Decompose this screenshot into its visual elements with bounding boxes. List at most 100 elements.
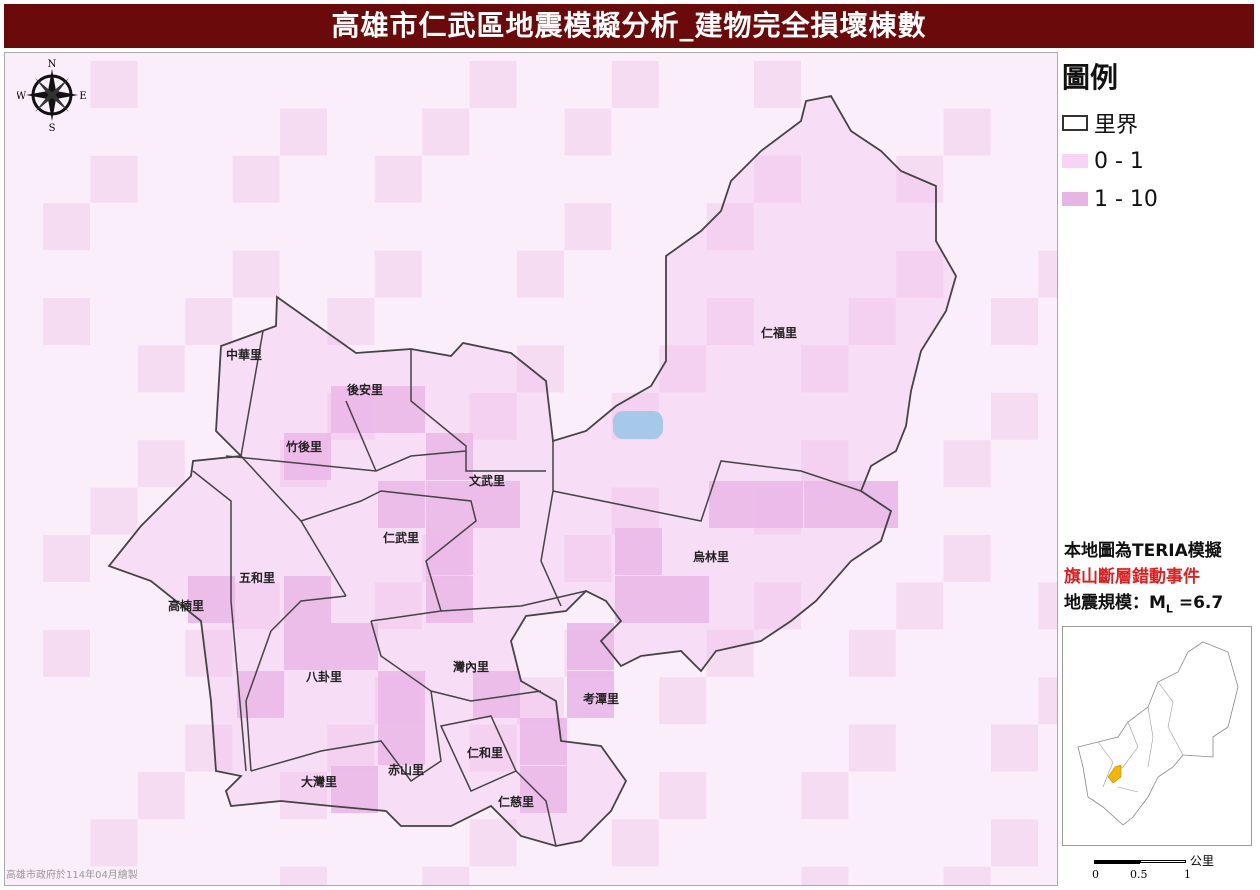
grid-cell-low: [754, 155, 801, 203]
grid-cell-low: [232, 155, 280, 203]
village-label: 後安里: [347, 382, 383, 397]
grid-cell-high: [378, 386, 425, 433]
map-canvas[interactable]: 中華里 後安里 竹後里 文武里 仁武里 五和里 高楠里 八卦里 灣內里 考潭里 赤山里 仁和里 大灣里仁…: [4, 52, 1058, 886]
grid-cell-low: [754, 61, 801, 108]
grid-cell-low: [280, 108, 327, 156]
village-label: 竹後里: [285, 439, 322, 454]
grid-cell-low: [754, 582, 801, 630]
grid-cell-high: [426, 433, 473, 480]
grid-cell-high: [378, 718, 425, 765]
grid-cell-high: [426, 576, 473, 623]
grid-cell-low: [991, 819, 1038, 867]
grid-cell-low: [659, 345, 707, 393]
grid-cell-low: [848, 629, 896, 677]
grid-cell-low: [706, 298, 754, 345]
village-label: 烏林里: [693, 549, 729, 564]
grid-cell-low: [374, 582, 422, 630]
village-label: 仁和里: [467, 745, 503, 760]
grid-cell-low: [137, 345, 185, 393]
grid-cell-low: [90, 61, 138, 108]
grid-cell-low: [374, 155, 422, 203]
grid-cell-low: [896, 582, 944, 630]
grid-cell-low: [706, 203, 754, 251]
fill-swatch: [1062, 192, 1088, 206]
scale-unit: 公里: [1190, 854, 1215, 868]
grid-cell-low: [90, 155, 138, 203]
compass-n: N: [48, 59, 57, 70]
grid-cell-high: [851, 481, 898, 528]
grid-cell-high: [237, 671, 284, 718]
scale-tick: 0: [1092, 868, 1099, 881]
grid-cell-low: [185, 629, 233, 677]
village-label: 高楠里: [168, 598, 204, 613]
grid-cell-high: [426, 528, 473, 575]
legend: 圖例 里界 0 - 1 1 - 10: [1062, 56, 1252, 218]
grid-cell-high: [520, 766, 567, 813]
grid-cell-high: [804, 481, 851, 528]
grid-cell-low: [801, 866, 849, 885]
grid-cell-high: [331, 623, 378, 670]
village-label: 仁福里: [761, 325, 797, 340]
grid-cell-low: [517, 250, 564, 298]
grid-cell-high: [567, 671, 614, 718]
grid-cell-low: [801, 772, 849, 819]
grid-cell-low: [469, 392, 517, 440]
village-label: 文武里: [469, 473, 505, 488]
grid-cell-high: [662, 576, 709, 623]
village-label: 仁武里: [383, 530, 419, 545]
grid-cell-low: [564, 535, 612, 582]
grid-cell-low: [43, 535, 90, 582]
grid-cell-low: [280, 772, 327, 819]
grid-cell-high: [473, 481, 520, 528]
grid-cell-low: [564, 108, 612, 156]
fill-swatch: [1062, 154, 1088, 168]
scale-tick: 1: [1184, 868, 1191, 881]
grid-cell-low: [991, 298, 1038, 345]
village-label: 中華里: [226, 347, 262, 362]
grid-cell-low: [469, 61, 517, 108]
grid-cell-low: [280, 866, 327, 885]
locator-inset-map: [1062, 626, 1252, 846]
grid-cell-low: [43, 203, 90, 251]
scale-tick: 0.5: [1130, 868, 1148, 881]
note-model: 本地圖為TERIA模擬: [1064, 541, 1222, 561]
village-label: 考潭里: [583, 691, 619, 706]
grid-cell-low: [943, 108, 991, 156]
grid-cell-low: [801, 345, 849, 393]
grid-cell-high: [284, 576, 331, 623]
grid-cell-high: [378, 481, 425, 528]
map-title: 高雄市仁武區地震模擬分析_建物完全損壞棟數: [4, 4, 1254, 48]
grid-cell-low: [374, 250, 422, 298]
grid-cell-high: [709, 481, 756, 528]
legend-label: 0 - 1: [1094, 148, 1144, 174]
legend-item-low: 0 - 1: [1062, 142, 1252, 180]
grid-cell-low: [185, 724, 233, 772]
damage-grid: [43, 61, 1057, 885]
village-label: 仁慈里: [498, 794, 534, 809]
grid-cell-low: [137, 772, 185, 819]
grid-cell-low: [659, 772, 707, 819]
grid-cell-low: [43, 298, 90, 345]
scenario-note: 本地圖為TERIA模擬 旗山斷層錯動事件 地震規模：ML =6.7: [1064, 538, 1223, 622]
compass-s: S: [49, 123, 56, 131]
grid-cell-low: [185, 298, 233, 345]
grid-cell-low: [611, 61, 659, 108]
grid-cell-high: [756, 481, 803, 528]
grid-cell-high: [615, 528, 662, 575]
village-label: 大灣里: [301, 774, 337, 789]
grid-cell-high: [378, 671, 425, 718]
grid-cell-low: [659, 677, 707, 725]
grid-cell-low: [848, 298, 896, 345]
legend-label: 1 - 10: [1094, 186, 1158, 212]
grid-cell-low: [943, 866, 991, 885]
grid-cell-low: [943, 535, 991, 582]
village-label: 灣內里: [453, 659, 489, 674]
grid-cell-low: [848, 724, 896, 772]
grid-cell-low: [43, 629, 90, 677]
outline-swatch: [1062, 115, 1088, 131]
grid-cell-low: [611, 819, 659, 867]
scale-bar: 公里 0 0.5 1: [1090, 852, 1250, 888]
renwu-highlight: [1107, 764, 1122, 784]
grid-cell-high: [426, 481, 473, 528]
legend-title: 圖例: [1062, 61, 1119, 94]
